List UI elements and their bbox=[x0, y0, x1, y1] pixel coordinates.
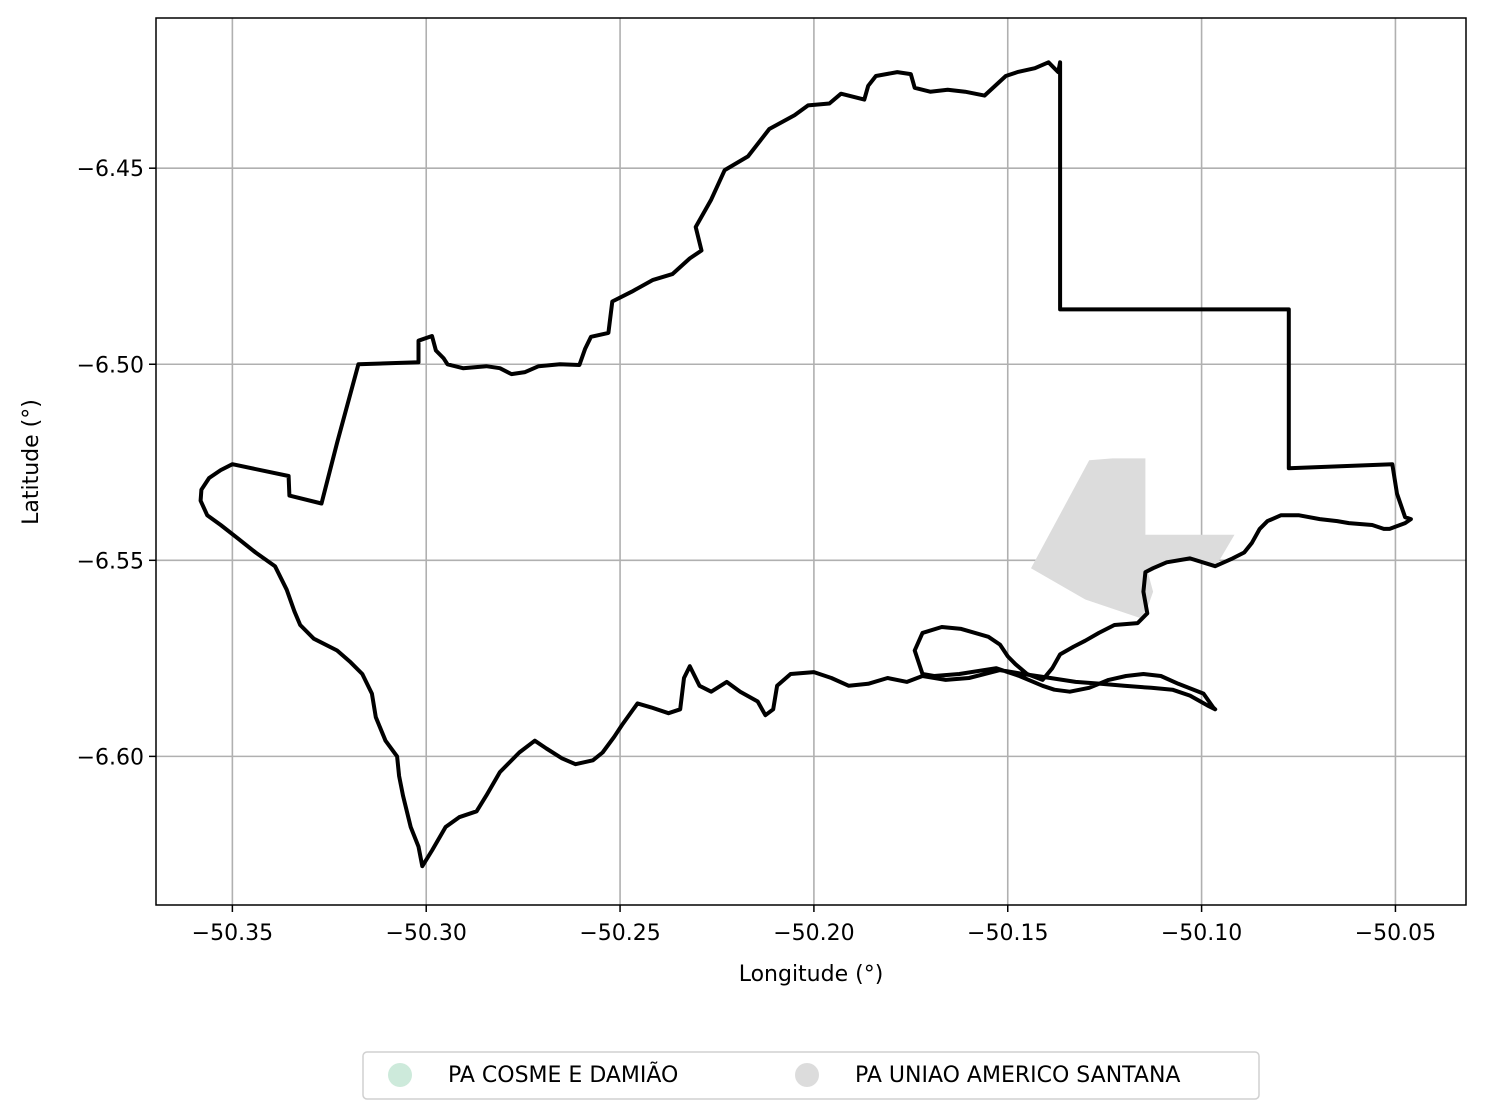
parcel-polygons bbox=[1031, 458, 1235, 620]
x-tick-label: −50.15 bbox=[967, 921, 1048, 946]
legend-marker-uniao-americo-santana bbox=[795, 1063, 819, 1087]
y-tick-label: −6.45 bbox=[77, 157, 144, 182]
x-tick-label: −50.35 bbox=[192, 921, 273, 946]
x-tick-label: −50.30 bbox=[386, 921, 467, 946]
y-axis-ticks: −6.45 −6.50 −6.55 −6.60 bbox=[77, 157, 156, 770]
y-tick-label: −6.50 bbox=[77, 353, 144, 378]
x-tick-label: −50.10 bbox=[1161, 921, 1242, 946]
x-axis-label: Longitude (°) bbox=[739, 962, 884, 987]
region-boundary bbox=[198, 60, 1413, 869]
x-axis-ticks: −50.35 −50.30 −50.25 −50.20 −50.15 −50.10 −50.… bbox=[192, 905, 1436, 946]
x-tick-label: −50.05 bbox=[1355, 921, 1436, 946]
axes-frame bbox=[155, 17, 1467, 906]
legend: PA COSME E DAMIÃO PA UNIAO AMERICO SANTA… bbox=[362, 1051, 1260, 1100]
x-tick-label: −50.20 bbox=[773, 921, 854, 946]
y-tick-label: −6.55 bbox=[77, 549, 144, 574]
y-tick-label: −6.60 bbox=[77, 745, 144, 770]
boundary-outline bbox=[198, 60, 1413, 869]
legend-label-uniao-americo-santana: PA UNIAO AMERICO SANTANA bbox=[855, 1063, 1180, 1088]
legend-marker-cosme-e-damiao bbox=[388, 1063, 412, 1087]
legend-label-cosme-e-damiao: PA COSME E DAMIÃO bbox=[448, 1061, 678, 1088]
y-axis-label: Latitude (°) bbox=[19, 399, 44, 525]
parcel-polygon-1 bbox=[1031, 458, 1235, 620]
x-tick-label: −50.25 bbox=[579, 921, 660, 946]
